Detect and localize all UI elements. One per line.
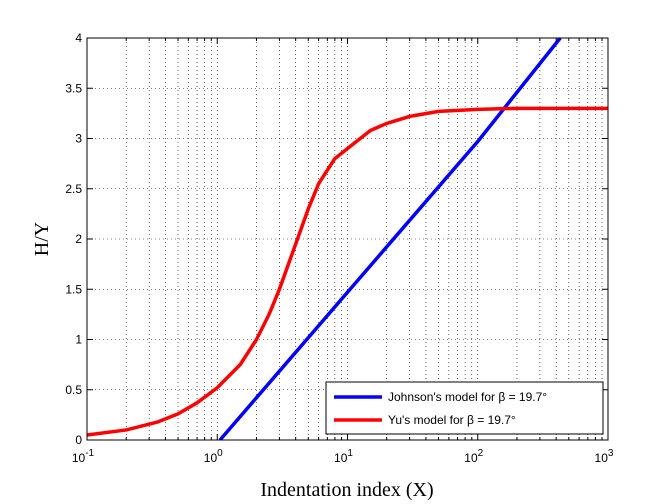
legend-label-yu: Yu's model for β = 19.7° [388,413,516,427]
legend: Johnson's model for β = 19.7° Yu's model… [325,381,604,435]
x-axis-label: Indentation index (X) [260,479,433,501]
y-tick-label: 1.5 [65,282,82,296]
y-tick-label: 2.5 [65,182,82,196]
y-tick-label: 3 [75,132,82,146]
x-tick-label: 101 [334,448,353,465]
y-tick-label: 0.5 [65,383,82,397]
x-tick-label: 10-1 [72,448,95,465]
legend-label-johnson: Johnson's model for β = 19.7° [388,390,547,404]
y-tick-label: 4 [75,31,82,45]
y-tick-label: 3.5 [65,81,82,95]
ticks: 0 0.5 1 1.5 2 2.5 3 3.5 4 10-1 100 101 102 103 [65,31,614,465]
series-line-yu [87,106,608,437]
series-layer [87,38,608,440]
y-tick-label: 1 [75,333,82,347]
y-tick-label: 2 [75,232,82,246]
y-tick-label: 0 [75,433,82,447]
x-tick-label: 100 [204,448,223,465]
x-tick-label: 102 [464,448,483,465]
legend-box [325,381,604,435]
x-tick-label: 103 [595,448,614,465]
y-axis-label: H/Y [31,222,53,256]
series-line-johnson [218,38,562,440]
